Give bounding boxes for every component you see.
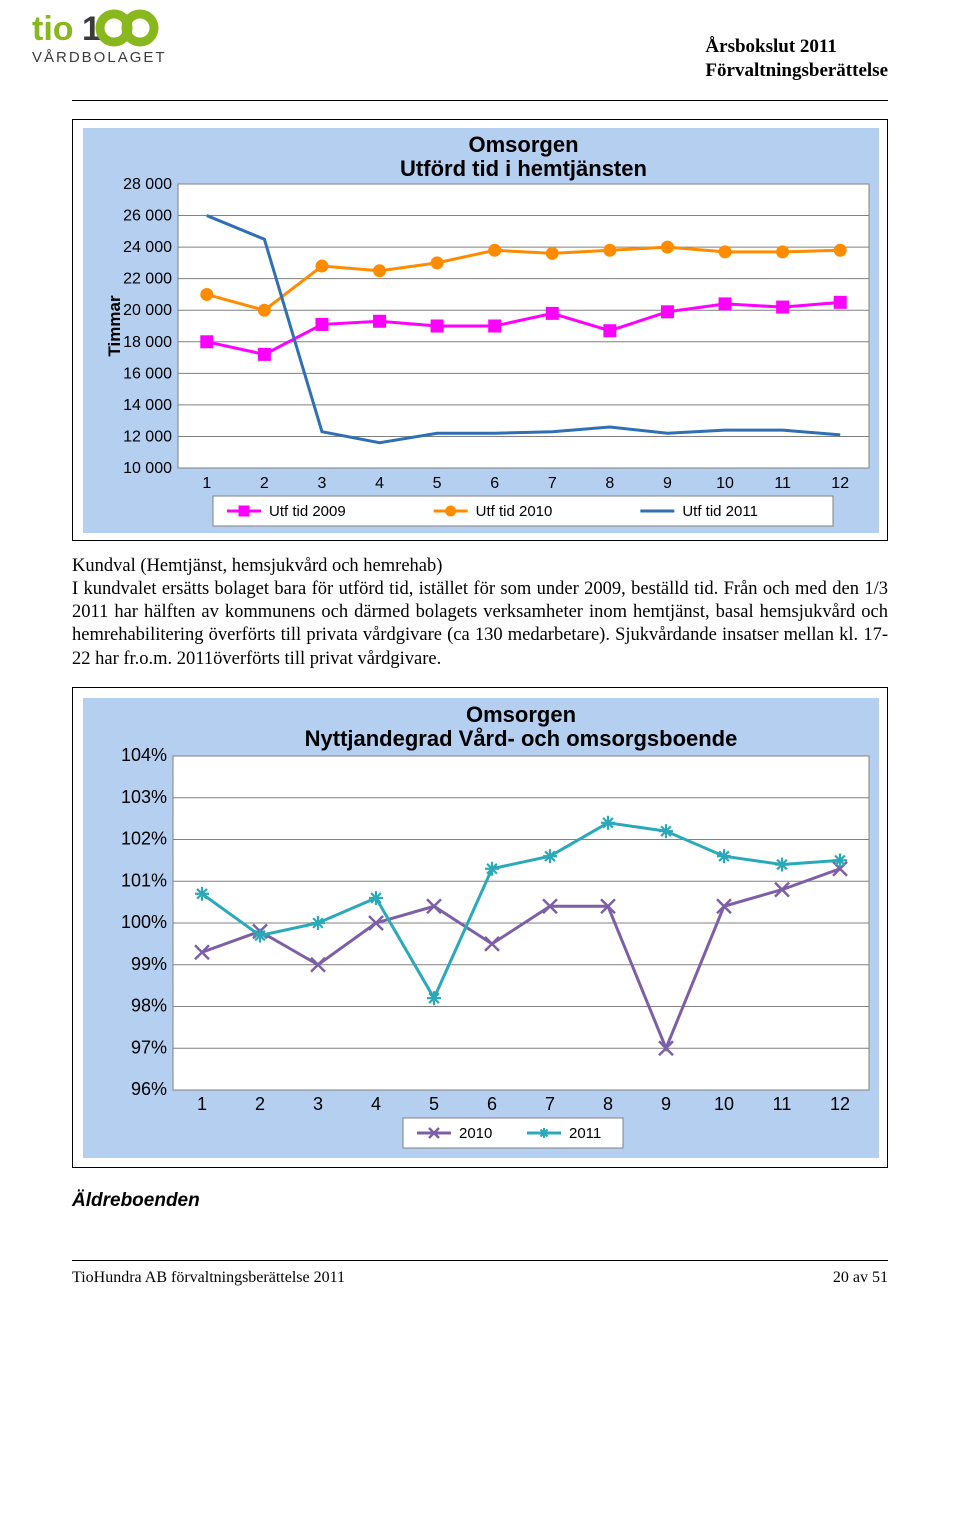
- svg-text:10 000: 10 000: [123, 460, 172, 477]
- svg-text:4: 4: [371, 1094, 381, 1114]
- svg-text:11: 11: [774, 475, 791, 492]
- para-lead: Kundval (Hemtjänst, hemsjukvård och hemr…: [72, 556, 442, 576]
- header-title-2: Förvaltningsberättelse: [705, 59, 888, 83]
- footer-rule: [72, 1260, 888, 1261]
- svg-text:20 000: 20 000: [123, 302, 172, 319]
- svg-text:103%: 103%: [121, 786, 167, 806]
- chart1: OmsorgenUtförd tid i hemtjänsten10 00012…: [83, 128, 879, 533]
- svg-text:1: 1: [197, 1094, 207, 1114]
- svg-text:Utf tid 2011: Utf tid 2011: [682, 503, 758, 520]
- chart1-container: OmsorgenUtförd tid i hemtjänsten10 00012…: [72, 119, 888, 541]
- section-heading-aldreboenden: Äldreboenden: [72, 1190, 888, 1212]
- svg-text:6: 6: [490, 475, 499, 492]
- svg-text:28 000: 28 000: [123, 176, 172, 193]
- svg-text:Omsorgen: Omsorgen: [468, 132, 578, 157]
- svg-text:2: 2: [260, 475, 269, 492]
- svg-text:26 000: 26 000: [123, 208, 172, 225]
- svg-text:101%: 101%: [121, 870, 167, 890]
- svg-text:24 000: 24 000: [123, 239, 172, 256]
- page-footer: TioHundra AB förvaltningsberättelse 2011…: [72, 1269, 888, 1287]
- svg-text:12 000: 12 000: [123, 428, 172, 445]
- logo-svg: tio 1 VÅRDBOLAGET: [32, 8, 207, 70]
- svg-text:99%: 99%: [131, 953, 167, 973]
- svg-text:97%: 97%: [131, 1037, 167, 1057]
- company-logo: tio 1 VÅRDBOLAGET: [32, 8, 207, 75]
- svg-text:8: 8: [605, 475, 614, 492]
- svg-text:16 000: 16 000: [123, 365, 172, 382]
- svg-text:14 000: 14 000: [123, 397, 172, 414]
- svg-text:tio: tio: [32, 10, 74, 48]
- svg-text:9: 9: [663, 475, 672, 492]
- svg-text:5: 5: [429, 1094, 439, 1114]
- svg-text:4: 4: [375, 475, 384, 492]
- svg-text:2: 2: [255, 1094, 265, 1114]
- body-paragraph: Kundval (Hemtjänst, hemsjukvård och hemr…: [72, 555, 888, 671]
- svg-text:100%: 100%: [121, 912, 167, 932]
- svg-text:2010: 2010: [459, 1125, 492, 1142]
- svg-text:98%: 98%: [131, 995, 167, 1015]
- svg-text:7: 7: [545, 1094, 555, 1114]
- svg-text:Omsorgen: Omsorgen: [466, 702, 576, 727]
- footer-left: TioHundra AB förvaltningsberättelse 2011: [72, 1269, 345, 1287]
- svg-text:8: 8: [603, 1094, 613, 1114]
- chart2: OmsorgenNyttjandegrad Vård- och omsorgsb…: [83, 698, 879, 1158]
- svg-text:6: 6: [487, 1094, 497, 1114]
- document-header: Årsbokslut 2011 Förvaltningsberättelse: [705, 35, 888, 83]
- para-body: I kundvalet ersätts bolaget bara för utf…: [72, 579, 888, 668]
- chart2-container: OmsorgenNyttjandegrad Vård- och omsorgsb…: [72, 687, 888, 1168]
- svg-text:Utf tid 2009: Utf tid 2009: [269, 503, 346, 520]
- svg-text:Utf tid 2010: Utf tid 2010: [476, 503, 553, 520]
- svg-text:7: 7: [548, 475, 557, 492]
- svg-text:12: 12: [831, 475, 849, 492]
- svg-text:96%: 96%: [131, 1079, 167, 1099]
- svg-text:2011: 2011: [569, 1125, 601, 1142]
- svg-text:5: 5: [433, 475, 442, 492]
- svg-text:11: 11: [773, 1094, 792, 1114]
- svg-text:1: 1: [202, 475, 211, 492]
- document-page: tio 1 VÅRDBOLAGET Årsbokslut 2011 Förval…: [0, 0, 960, 1317]
- svg-text:Nyttjandegrad Vård- och omsorg: Nyttjandegrad Vård- och omsorgsboende: [305, 726, 738, 751]
- header-rule: [72, 100, 888, 101]
- svg-text:22 000: 22 000: [123, 271, 172, 288]
- svg-text:18 000: 18 000: [123, 334, 172, 351]
- svg-text:104%: 104%: [121, 745, 167, 765]
- svg-text:Timmar: Timmar: [105, 295, 124, 356]
- svg-text:3: 3: [318, 475, 327, 492]
- footer-right: 20 av 51: [833, 1269, 888, 1287]
- svg-text:VÅRDBOLAGET: VÅRDBOLAGET: [32, 49, 167, 66]
- svg-text:12: 12: [830, 1094, 850, 1114]
- svg-text:Utförd tid i hemtjänsten: Utförd tid i hemtjänsten: [400, 156, 647, 181]
- svg-text:10: 10: [716, 475, 734, 492]
- svg-text:9: 9: [661, 1094, 671, 1114]
- svg-text:3: 3: [313, 1094, 323, 1114]
- header-title-1: Årsbokslut 2011: [705, 35, 888, 59]
- svg-text:10: 10: [714, 1094, 734, 1114]
- svg-text:102%: 102%: [121, 828, 167, 848]
